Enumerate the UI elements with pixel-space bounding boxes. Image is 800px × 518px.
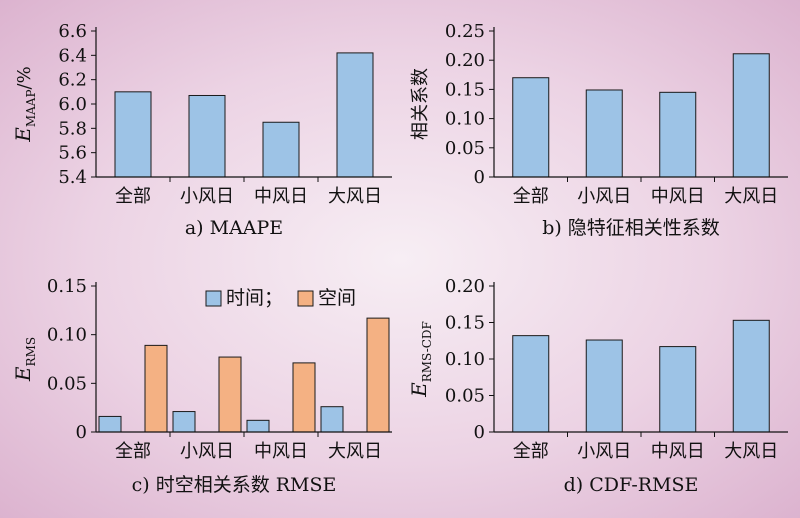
legend-label: 时间；	[226, 287, 283, 309]
y-tick-label-d: 0.15	[445, 313, 485, 334]
bar-c-s1-0	[144, 344, 168, 433]
y-axis-label-a: EMAAP/%	[11, 66, 38, 142]
x-tick-label-a: 小风日	[180, 186, 234, 207]
panel-a: 5.4 5.6 5.8 6.0 6.2 6.4 6.6 全部 小风日 中风日 大风日 a) MAAPE…	[11, 21, 392, 239]
caption-b: b) 隐特征相关性系数	[542, 217, 720, 239]
y-tick-label-a: 6.2	[58, 70, 87, 91]
bar-a-2	[262, 121, 300, 178]
x-tick-label-b: 中风日	[651, 186, 705, 207]
y-tick-label-b: 0	[474, 167, 485, 188]
x-tick-label-a: 大风日	[328, 186, 382, 207]
y-tick-label-d: 0.20	[445, 276, 485, 297]
x-tick-label-c: 全部	[115, 441, 151, 462]
y-axis-label-c: ERMS	[11, 337, 38, 382]
legend-label: 空间	[318, 287, 356, 309]
bar-c-s0-0	[98, 415, 122, 433]
x-tick-label-b: 全部	[513, 186, 549, 207]
bar-d-3	[732, 319, 770, 433]
y-tick-label-a: 6.6	[58, 21, 87, 42]
y-tick-label-b: 0.25	[445, 21, 485, 42]
bar-c-s0-2	[246, 419, 270, 433]
y-tick-label-b: 0.20	[445, 50, 485, 71]
panel-c: 0 0.05 0.10 0.15 全部 小风日 中风日 大风日 c) 时空相关系数 RMSE ER…	[11, 276, 392, 496]
bar-b-2	[659, 91, 697, 178]
x-tick-label-d: 全部	[513, 441, 549, 462]
caption-a: a) MAAPE	[185, 217, 283, 239]
y-tick-label-a: 6.4	[58, 45, 87, 66]
y-tick-label-c: 0.15	[47, 276, 87, 297]
legend-c: 时间； 空间	[205, 287, 356, 309]
bar-c-s1-2	[292, 362, 316, 433]
y-axis-label-symbol: E	[407, 382, 431, 398]
y-tick-label-d: 0.10	[445, 349, 485, 370]
bar-d-1	[585, 339, 623, 433]
y-axis-label-b: 相关系数	[410, 68, 431, 140]
x-tick-label-c: 小风日	[180, 441, 234, 462]
bar-c-s0-3	[320, 406, 344, 433]
y-tick-label-b: 0.05	[445, 138, 485, 159]
x-tick-label-d: 中风日	[651, 441, 705, 462]
legend-swatch	[297, 290, 314, 307]
bar-d-2	[659, 346, 697, 433]
y-axis-label-symbol: E	[11, 366, 35, 382]
bar-a-1	[188, 94, 226, 178]
x-tick-label-b: 小风日	[577, 186, 631, 207]
y-tick-label-a: 5.8	[58, 118, 87, 139]
caption-d: d) CDF-RMSE	[564, 474, 699, 496]
y-tick-label-d: 0	[474, 422, 485, 443]
y-tick-label-a: 6.0	[58, 94, 87, 115]
bar-b-1	[585, 89, 623, 178]
bar-c-s1-1	[218, 356, 242, 433]
y-tick-label-c: 0	[76, 422, 87, 443]
y-tick-label-c: 0.10	[47, 325, 87, 346]
y-tick-label-d: 0.05	[445, 386, 485, 407]
y-tick-label-a: 5.6	[58, 143, 87, 164]
x-tick-label-d: 大风日	[724, 441, 778, 462]
bar-c-s1-3	[366, 317, 390, 433]
caption-c: c) 时空相关系数 RMSE	[132, 474, 337, 496]
y-tick-label-b: 0.15	[445, 79, 485, 100]
y-axis-label-subscript: RMS-CDF	[420, 321, 434, 382]
y-axis-label-d: ERMS-CDF	[407, 321, 434, 398]
y-tick-label-c: 0.05	[47, 373, 87, 394]
x-tick-label-b: 大风日	[724, 186, 778, 207]
panel-d: 0 0.05 0.10 0.15 0.20 全部 小风日 中风日 大风日 d) CDF-RMSE E…	[407, 276, 788, 496]
legend-swatch	[205, 290, 222, 307]
bar-b-0	[512, 77, 550, 178]
bar-a-3	[336, 52, 374, 178]
x-tick-label-c: 中风日	[254, 441, 308, 462]
y-axis-label-subscript: RMS	[24, 337, 38, 367]
x-tick-label-d: 小风日	[577, 441, 631, 462]
y-axis-label-symbol: E	[11, 127, 35, 143]
y-tick-label-b: 0.10	[445, 109, 485, 130]
x-tick-label-a: 全部	[115, 186, 151, 207]
x-tick-label-a: 中风日	[254, 186, 308, 207]
bar-d-0	[512, 335, 550, 433]
y-tick-label-a: 5.4	[58, 167, 87, 188]
bar-a-0	[114, 91, 152, 178]
y-axis-label-subscript: MAAP	[24, 89, 38, 127]
y-axis-label-unit: /%	[14, 66, 35, 89]
bar-c-s0-1	[172, 411, 196, 433]
x-tick-label-c: 大风日	[328, 441, 382, 462]
bar-b-3	[732, 53, 770, 178]
